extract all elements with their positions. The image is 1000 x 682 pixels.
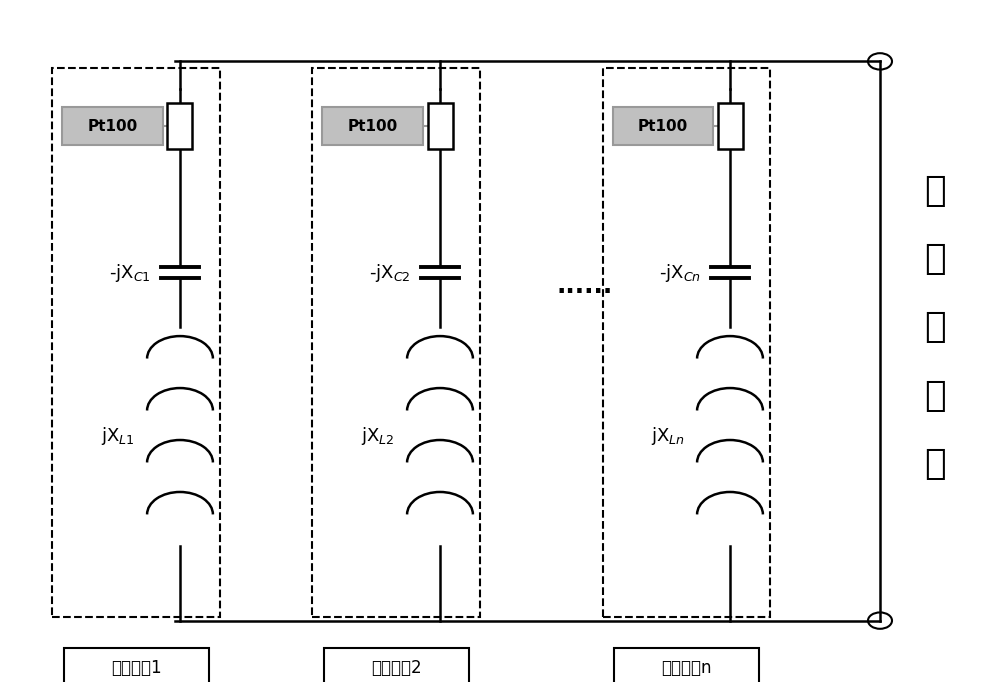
Bar xyxy=(312,68,480,617)
Bar xyxy=(614,648,759,682)
Text: jX$_{L1}$: jX$_{L1}$ xyxy=(101,426,135,447)
Text: -jX$_{C1}$: -jX$_{C1}$ xyxy=(109,262,151,284)
Text: 变: 变 xyxy=(924,242,946,276)
Bar xyxy=(167,103,192,149)
Text: 谐振电路1: 谐振电路1 xyxy=(111,659,162,677)
Text: Pt100: Pt100 xyxy=(347,119,398,134)
Text: -jX$_{C2}$: -jX$_{C2}$ xyxy=(369,262,411,284)
Text: 谐振电路n: 谐振电路n xyxy=(661,659,712,677)
Text: Pt100: Pt100 xyxy=(87,119,138,134)
Bar xyxy=(612,107,712,145)
Bar xyxy=(52,68,220,617)
Bar xyxy=(322,107,422,145)
Text: 谐振电路2: 谐振电路2 xyxy=(371,659,422,677)
Bar xyxy=(64,648,209,682)
Text: jX$_{Ln}$: jX$_{Ln}$ xyxy=(651,426,685,447)
Text: Pt100: Pt100 xyxy=(637,119,688,134)
Bar xyxy=(718,103,742,149)
Text: jX$_{L2}$: jX$_{L2}$ xyxy=(361,426,395,447)
Text: 子: 子 xyxy=(924,379,946,413)
Bar xyxy=(602,68,770,617)
Bar xyxy=(324,648,469,682)
Text: -jX$_{Cn}$: -jX$_{Cn}$ xyxy=(659,262,701,284)
Text: ......: ...... xyxy=(557,274,613,299)
Text: 侧: 侧 xyxy=(924,447,946,481)
Bar xyxy=(62,107,162,145)
Text: 旋: 旋 xyxy=(924,174,946,208)
Bar xyxy=(428,103,452,149)
Text: 转: 转 xyxy=(924,310,946,344)
